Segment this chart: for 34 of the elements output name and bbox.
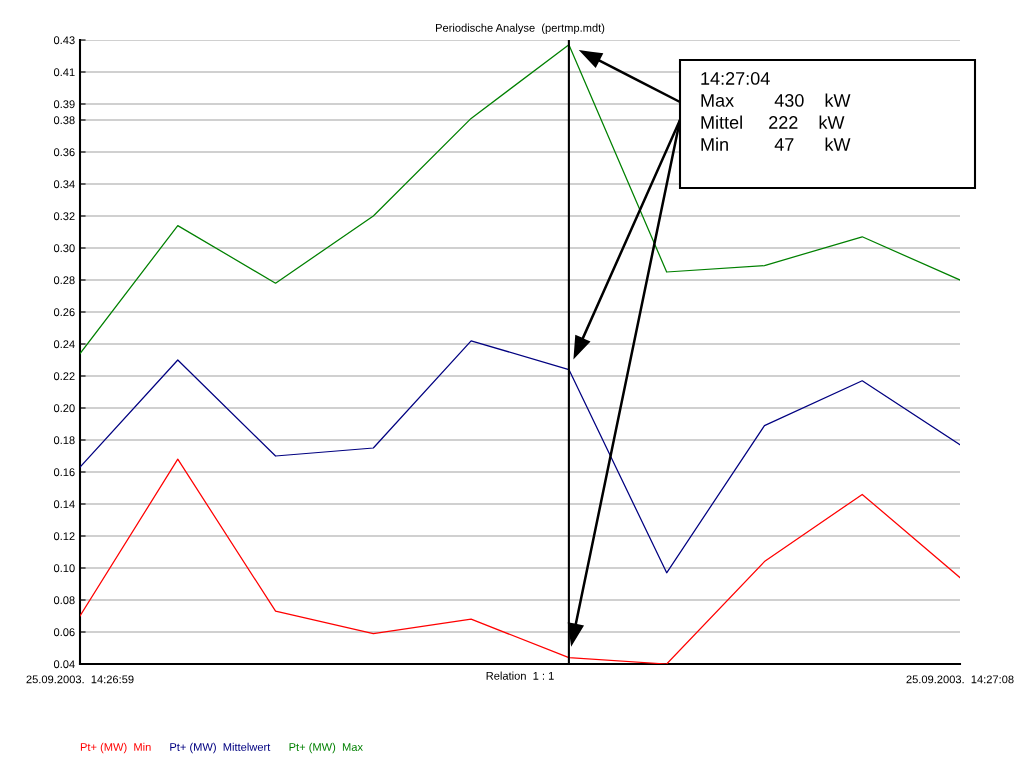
text: Pt+ (MW) Min — [80, 742, 151, 754]
y-tick-label: 0.26 — [53, 308, 75, 317]
x-axis-title: Relation 1 : 1 — [486, 671, 554, 680]
y-tick-label: 0.08 — [53, 596, 75, 605]
y-tick-label: 0.38 — [53, 116, 75, 125]
text: Pt+ (MW) Mittelwert — [170, 742, 271, 754]
y-tick-label: 0.04 — [53, 660, 75, 669]
y-tick-label: 0.32 — [53, 212, 75, 221]
annotation: 14:27:04 — [701, 72, 770, 85]
y-tick-label: 0.41 — [53, 68, 75, 77]
annotation: Min 47 kW — [701, 137, 851, 151]
y-tick-label: 0.18 — [53, 436, 75, 445]
y-tick-label: 0.16 — [53, 468, 75, 477]
y-tick-label: 0.34 — [53, 180, 75, 189]
y-tick-label: 0.43 — [53, 36, 75, 45]
y-tick-label: 0.30 — [53, 244, 75, 253]
y-tick-label: 0.10 — [53, 564, 75, 573]
y-tick-label: 0.12 — [53, 532, 75, 541]
y-tick-label: 0.36 — [53, 148, 75, 157]
text: Pt+ (MW) Max — [289, 742, 363, 754]
y-tick-label: 0.22 — [53, 372, 75, 381]
y-tick-label: 0.14 — [53, 500, 75, 509]
annotation: Max 430 kW — [701, 93, 851, 107]
y-tick-label: 0.39 — [53, 100, 75, 109]
x-tick-label: 25.09.2003. 14:27:08 — [906, 675, 1014, 684]
annotation: Mittel 222 kW — [701, 115, 845, 129]
y-tick-label: 0.06 — [53, 628, 75, 637]
line-series — [80, 340, 960, 574]
y-tick-label: 0.24 — [53, 340, 75, 349]
line-series — [80, 44, 960, 355]
y-tick-label: 0.20 — [53, 404, 75, 413]
x-tick-label: 25.09.2003. 14:26:59 — [26, 675, 134, 684]
chart-title: Periodische Analyse (pertmp.mdt) — [436, 23, 605, 34]
y-tick-label: 0.28 — [53, 276, 75, 285]
